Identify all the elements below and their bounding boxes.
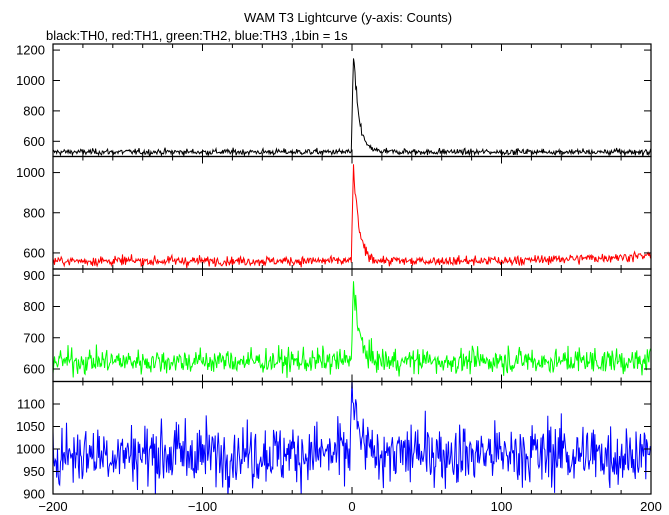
y-tick-label: 1100: [17, 397, 45, 412]
y-tick-label: 1000: [16, 73, 45, 88]
x-tick-label: 100: [491, 499, 513, 514]
series-th1-line: [53, 164, 651, 269]
panel-th0: 600 800 1000 1200: [16, 43, 652, 158]
y-tick-label: 1050: [16, 419, 45, 434]
y-tick-label: 1200: [16, 43, 45, 58]
y-tick-label: 600: [23, 362, 45, 377]
x-tick-label: 0: [348, 499, 355, 514]
y-tick-label: 900: [23, 487, 45, 502]
series-th0-line: [53, 58, 651, 157]
y-tick-label: 1000: [16, 165, 45, 180]
chart-subtitle: black:TH0, red:TH1, green:TH2, blue:TH3 …: [46, 28, 348, 43]
panels-group: 6008001000120060080010006007008009009009…: [16, 43, 652, 502]
y-tick-label: 950: [23, 464, 45, 479]
chart-title: WAM T3 Lightcurve (y-axis: Counts): [244, 10, 452, 25]
y-tick-label: 800: [23, 103, 45, 118]
y-tick-label: 600: [23, 245, 45, 260]
x-axis: −200 −100 0 100 200: [38, 499, 662, 514]
y-tick-label: 800: [23, 299, 45, 314]
x-tick-label: 200: [640, 499, 662, 514]
y-tick-label: 800: [23, 205, 45, 220]
panel-th2: 600 700 800 900: [23, 268, 652, 383]
y-tick-label: 900: [23, 268, 45, 283]
x-tick-label: −200: [38, 499, 67, 514]
y-tick-label: 1000: [16, 442, 45, 457]
series-th3-line: [53, 381, 651, 494]
y-tick-label: 600: [23, 134, 45, 149]
panel-th3: 900 950 1000 1050 1100: [16, 380, 652, 502]
y-tick-label: 700: [23, 330, 45, 345]
x-tick-label: −100: [188, 499, 217, 514]
panel-th1: 600 800 1000: [16, 155, 652, 270]
series-th2-line: [53, 281, 651, 378]
